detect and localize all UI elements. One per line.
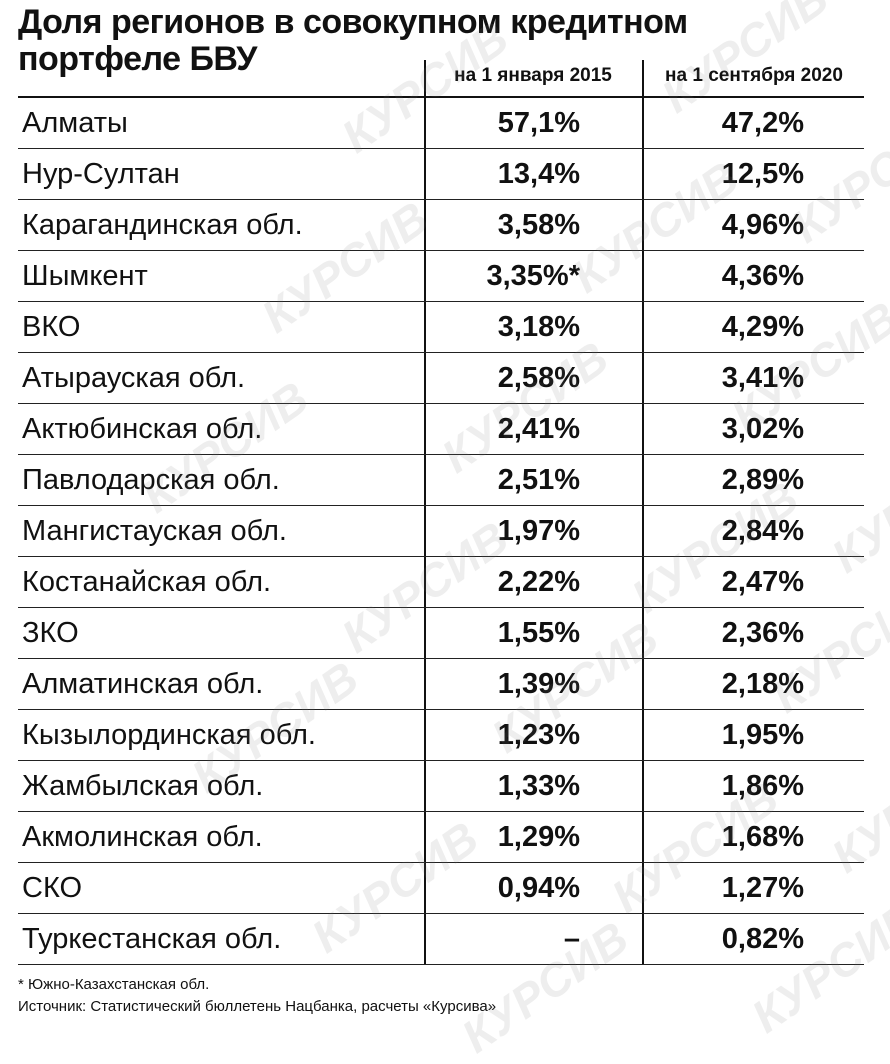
column-divider-left	[424, 60, 426, 964]
region-name: Нур-Султан	[22, 158, 180, 190]
share-2020: 1,86%	[721, 770, 804, 802]
share-2015: 3,58%	[497, 209, 580, 241]
share-2020: 1,27%	[721, 872, 804, 904]
share-2015: 1,29%	[497, 821, 580, 853]
region-name: Актюбинская обл.	[22, 413, 263, 445]
table-body: Алматы 57,1% 47,2% Нур-Султан 13,4% 12,5% Кара…	[18, 98, 864, 965]
chart-title: Доля регионов в совокупном кредитном пор…	[18, 3, 688, 78]
share-2020: 1,68%	[721, 821, 804, 853]
source-note: Источник: Статистический бюллетень Нацба…	[18, 998, 497, 1015]
table-row: Нур-Султан 13,4% 12,5%	[18, 149, 864, 200]
table-row: Алматы 57,1% 47,2%	[18, 98, 864, 149]
region-name: Карагандинская обл.	[22, 209, 303, 241]
region-name: Алматы	[22, 107, 128, 139]
region-name: ВКО	[22, 311, 81, 343]
region-name: Туркестанская обл.	[22, 923, 282, 955]
table-row: Алматинская обл. 1,39% 2,18%	[18, 659, 864, 710]
share-2015: 2,22%	[497, 566, 580, 598]
table-row: ВКО 3,18% 4,29%	[18, 302, 864, 353]
share-2020: 3,41%	[721, 362, 804, 394]
table-row: Атырауская обл. 2,58% 3,41%	[18, 353, 864, 404]
region-name: Шымкент	[22, 260, 148, 292]
share-2015: 3,18%	[497, 311, 580, 343]
share-2020: 2,18%	[721, 668, 804, 700]
table-row: ЗКО 1,55% 2,36%	[18, 608, 864, 659]
region-name: СКО	[22, 872, 83, 904]
region-name: Акмолинская обл.	[22, 821, 263, 853]
share-2015: 1,39%	[497, 668, 580, 700]
table-row: Шымкент 3,35%* 4,36%	[18, 251, 864, 302]
region-name: Жамбылская обл.	[22, 770, 264, 802]
table-row: Туркестанская обл. – 0,82%	[18, 914, 864, 965]
share-2015: 3,35%*	[486, 260, 580, 292]
table-row: Мангистауская обл. 1,97% 2,84%	[18, 506, 864, 557]
column-header-2015: на 1 января 2015	[454, 65, 612, 86]
region-name: Мангистауская обл.	[22, 515, 287, 547]
share-2020: 1,95%	[721, 719, 804, 751]
share-2015: –	[563, 923, 580, 955]
table-row: Костанайская обл. 2,22% 2,47%	[18, 557, 864, 608]
share-2015: 57,1%	[497, 107, 580, 139]
share-2020: 2,36%	[721, 617, 804, 649]
share-2020: 12,5%	[721, 158, 804, 190]
region-name: Алматинская обл.	[22, 668, 264, 700]
share-2015: 1,97%	[497, 515, 580, 547]
table-row: Актюбинская обл. 2,41% 3,02%	[18, 404, 864, 455]
table-row: Кызылординская обл. 1,23% 1,95%	[18, 710, 864, 761]
share-2020: 3,02%	[721, 413, 804, 445]
table-row: Карагандинская обл. 3,58% 4,96%	[18, 200, 864, 251]
column-divider-right	[642, 60, 644, 964]
region-name: Костанайская обл.	[22, 566, 272, 598]
share-2015: 13,4%	[497, 158, 580, 190]
table-header: на 1 января 2015 на 1 сентября 2020	[18, 60, 864, 98]
region-name: ЗКО	[22, 617, 79, 649]
share-2015: 1,23%	[497, 719, 580, 751]
table-row: СКО 0,94% 1,27%	[18, 863, 864, 914]
share-2020: 47,2%	[721, 107, 804, 139]
region-name: Атырауская обл.	[22, 362, 246, 394]
share-2015: 2,51%	[497, 464, 580, 496]
share-2020: 4,96%	[721, 209, 804, 241]
share-2015: 2,41%	[497, 413, 580, 445]
share-2020: 4,29%	[721, 311, 804, 343]
share-2015: 2,58%	[497, 362, 580, 394]
table-row: Жамбылская обл. 1,33% 1,86%	[18, 761, 864, 812]
share-2020: 2,84%	[721, 515, 804, 547]
share-2020: 2,89%	[721, 464, 804, 496]
region-name: Кызылординская обл.	[22, 719, 316, 751]
share-2015: 1,55%	[497, 617, 580, 649]
data-table: на 1 января 2015 на 1 сентября 2020 Алма…	[18, 60, 864, 965]
share-2015: 1,33%	[497, 770, 580, 802]
share-2020: 2,47%	[721, 566, 804, 598]
column-header-2020: на 1 сентября 2020	[665, 65, 843, 86]
region-name: Павлодарская обл.	[22, 464, 280, 496]
share-2015: 0,94%	[497, 872, 580, 904]
share-2020: 0,82%	[721, 923, 804, 955]
share-2020: 4,36%	[721, 260, 804, 292]
footnote: * Южно-Казахстанская обл.	[18, 976, 210, 993]
table-row: Акмолинская обл. 1,29% 1,68%	[18, 812, 864, 863]
table-row: Павлодарская обл. 2,51% 2,89%	[18, 455, 864, 506]
